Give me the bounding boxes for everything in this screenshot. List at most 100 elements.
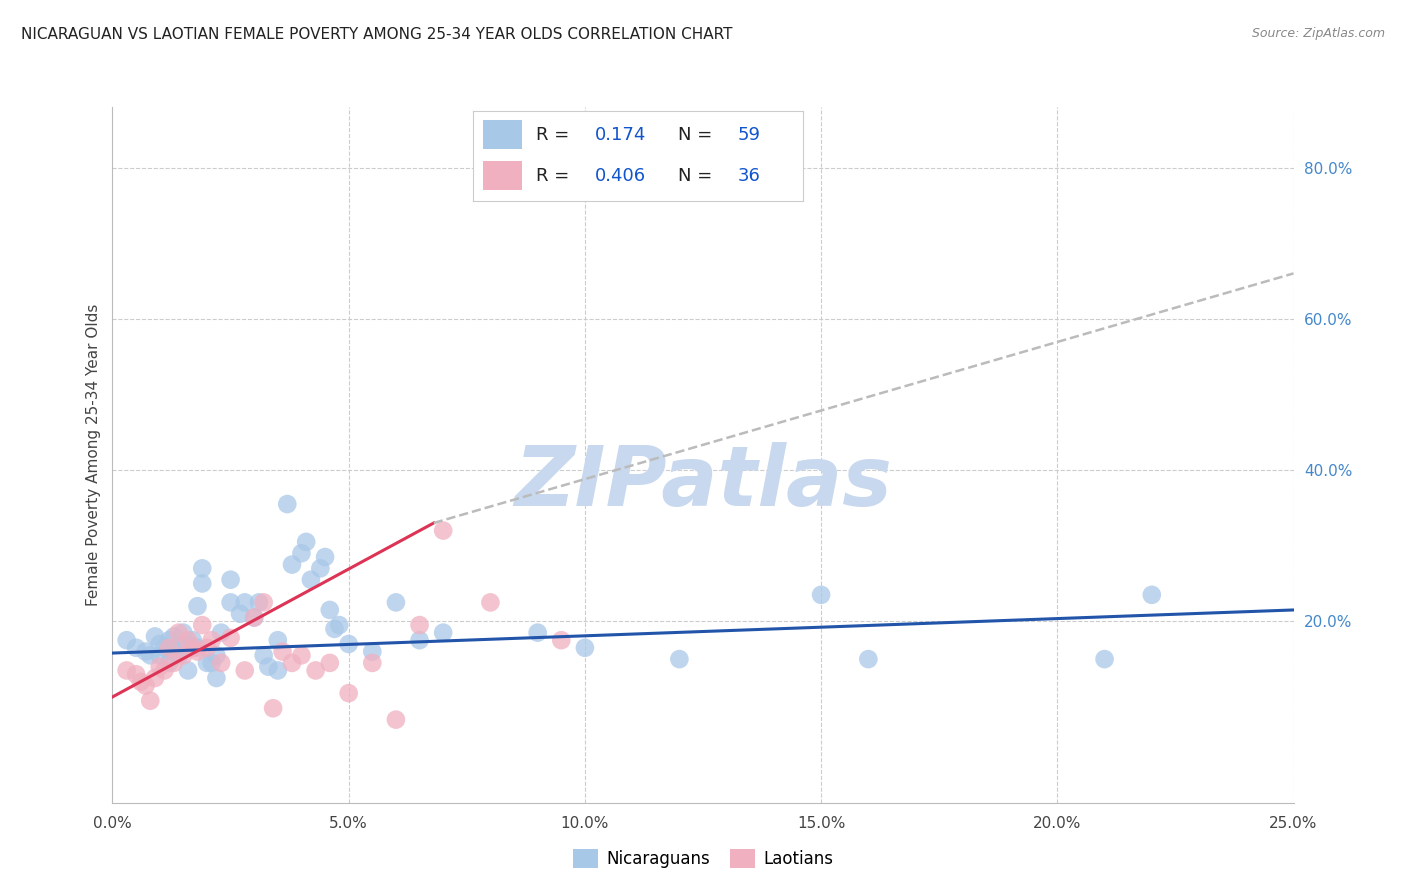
Point [195,640,218,655]
Point [314,549,336,564]
Point [304,664,326,678]
Point [319,603,342,617]
Point [243,610,266,624]
Point [668,652,690,666]
Point [172,648,194,663]
Point [195,656,218,670]
Point [810,588,832,602]
Point [267,664,290,678]
Point [337,686,360,700]
Point [1140,588,1163,602]
Point [385,595,408,609]
Point [281,558,304,572]
Point [157,640,180,655]
Point [290,546,312,560]
Point [143,671,166,685]
Point [219,631,242,645]
Point [408,618,430,632]
Point [129,674,152,689]
Point [149,648,172,663]
Point [276,497,298,511]
Point [139,648,162,663]
Point [115,664,138,678]
Point [205,648,228,663]
Point [432,524,454,538]
Point [267,633,290,648]
Point [153,640,176,655]
Point [191,561,214,575]
Point [408,633,430,648]
Point [139,694,162,708]
Point [328,618,350,632]
Point [247,595,270,609]
Point [172,640,194,655]
Point [574,640,596,655]
Point [229,607,252,621]
Point [125,640,148,655]
Point [209,656,232,670]
Legend: Nicaraguans, Laotians: Nicaraguans, Laotians [567,842,839,874]
Point [205,671,228,685]
Point [186,644,208,658]
Point [135,644,157,658]
Point [361,644,384,658]
Point [181,633,204,648]
Point [181,640,204,655]
Point [385,713,408,727]
Point [163,629,186,643]
Point [253,648,276,663]
Point [337,637,360,651]
Text: NICARAGUAN VS LAOTIAN FEMALE POVERTY AMONG 25-34 YEAR OLDS CORRELATION CHART: NICARAGUAN VS LAOTIAN FEMALE POVERTY AMO… [21,27,733,42]
Point [186,640,208,655]
Point [281,656,304,670]
Point [163,644,186,658]
Point [135,679,157,693]
Point [167,648,190,663]
Point [219,595,242,609]
Point [858,652,880,666]
Point [257,659,280,673]
Point [172,625,194,640]
Point [262,701,284,715]
Point [149,659,172,673]
Y-axis label: Female Poverty Among 25-34 Year Olds: Female Poverty Among 25-34 Year Olds [86,304,101,606]
Point [290,648,312,663]
Point [319,656,342,670]
Point [479,595,502,609]
Point [253,595,276,609]
Point [309,561,332,575]
Point [157,656,180,670]
Point [153,664,176,678]
Point [177,633,200,648]
Point [233,595,256,609]
Point [526,625,548,640]
Point [295,534,318,549]
Point [115,633,138,648]
Point [191,618,214,632]
Point [177,664,200,678]
Point [323,622,346,636]
Point [186,599,208,614]
Point [243,610,266,624]
Point [219,573,242,587]
Point [177,637,200,651]
Point [271,644,294,658]
Point [201,656,224,670]
Point [167,625,190,640]
Point [143,629,166,643]
Point [163,656,186,670]
Point [191,576,214,591]
Point [361,656,384,670]
Point [550,633,572,648]
Point [201,633,224,648]
Point [299,573,322,587]
Point [432,625,454,640]
Point [233,664,256,678]
Point [149,637,172,651]
Text: ZIPatlas: ZIPatlas [515,442,891,524]
Text: Source: ZipAtlas.com: Source: ZipAtlas.com [1251,27,1385,40]
Point [209,625,232,640]
Point [125,667,148,681]
Point [1094,652,1116,666]
Point [157,633,180,648]
